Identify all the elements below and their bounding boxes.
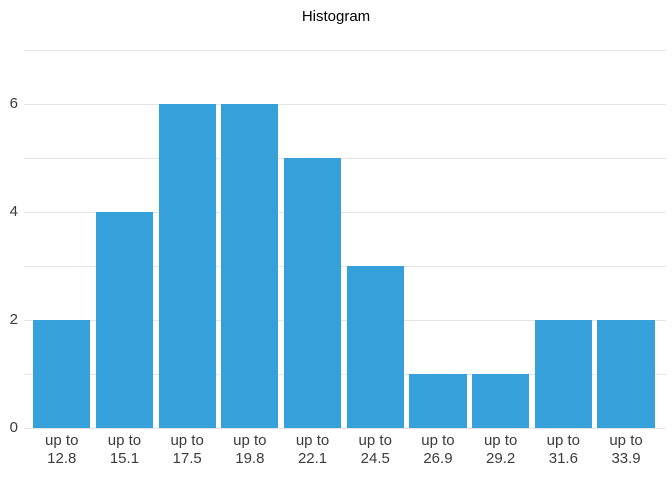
x-axis-label-value: 33.9 — [611, 450, 641, 467]
x-axis-label-prefix: up to — [358, 432, 392, 449]
gridline-y2 — [24, 320, 666, 321]
x-axis-label-value: 29.2 — [486, 450, 516, 467]
gridline-y1 — [24, 374, 666, 375]
x-axis-label: up to 33.9 — [587, 432, 664, 468]
gridline-y6 — [24, 104, 666, 105]
x-axis-label-prefix: up to — [483, 432, 518, 449]
x-axis-label-value: 17.5 — [172, 450, 202, 467]
bar-up-to-33.9[interactable] — [597, 320, 655, 428]
y-axis-label-2: 2 — [9, 311, 18, 328]
x-axis-label-prefix: up to — [170, 432, 204, 449]
x-axis-label: up to 26.9 — [399, 432, 476, 468]
x-axis-label-prefix: up to — [609, 432, 643, 449]
bar-up-to-31.6[interactable] — [534, 320, 592, 428]
x-axis-label: up to 31.6 — [525, 432, 602, 468]
x-axis-label-value: 15.1 — [109, 450, 140, 467]
x-axis-label-value: 24.5 — [360, 450, 390, 467]
x-axis-label-prefix: up to — [421, 432, 455, 449]
gridline-y5 — [24, 158, 666, 159]
gridline-y7 — [24, 50, 666, 51]
bar-up-to-22.1[interactable] — [283, 158, 342, 428]
y-axis-label-6: 6 — [9, 95, 18, 112]
bar-up-to-29.2[interactable] — [472, 374, 530, 428]
x-axis-label: up to 15.1 — [86, 432, 163, 468]
x-axis-label-value: 22.1 — [297, 450, 328, 467]
bar-up-to-15.1[interactable] — [95, 212, 154, 428]
chart-title: Histogram — [301, 8, 371, 25]
bar-up-to-19.8[interactable] — [221, 104, 279, 428]
x-axis-label-prefix: up to — [45, 432, 79, 449]
x-axis-label: up to 29.2 — [462, 432, 539, 468]
x-axis-label-value: 12.8 — [47, 450, 77, 467]
x-axis-label-prefix: up to — [233, 432, 267, 449]
bar-up-to-24.5[interactable] — [346, 266, 404, 428]
x-axis-label-prefix: up to — [107, 432, 142, 449]
x-axis-label-prefix: up to — [295, 432, 330, 449]
gridline-y4 — [24, 212, 666, 213]
bar-up-to-12.8[interactable] — [33, 320, 91, 428]
x-axis-label: up to 19.8 — [211, 432, 288, 468]
x-axis-label: up to 12.8 — [23, 432, 100, 468]
x-axis-label: up to 24.5 — [337, 432, 414, 468]
y-axis-label-4: 4 — [9, 203, 18, 220]
bar-up-to-26.9[interactable] — [409, 374, 467, 428]
bar-up-to-17.5[interactable] — [158, 104, 216, 428]
x-axis-label-value: 19.8 — [235, 450, 265, 467]
x-axis-label-value: 31.6 — [548, 450, 578, 467]
x-axis-label-value: 26.9 — [423, 450, 453, 467]
x-axis-label: up to 22.1 — [274, 432, 351, 468]
x-axis-label: up to 17.5 — [149, 432, 226, 468]
gridline-y3 — [24, 266, 666, 267]
gridline-y0 — [24, 428, 666, 429]
y-axis-label-0: 0 — [9, 419, 18, 436]
x-axis-label-prefix: up to — [546, 432, 581, 449]
